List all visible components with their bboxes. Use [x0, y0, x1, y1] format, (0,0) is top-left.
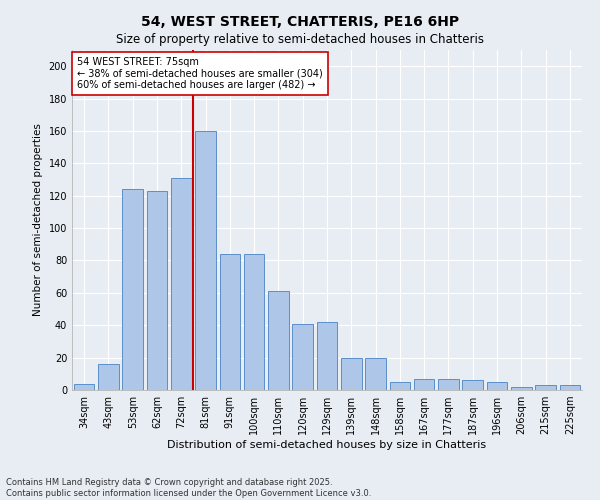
- Bar: [487, 382, 508, 390]
- Text: 54 WEST STREET: 75sqm
← 38% of semi-detached houses are smaller (304)
60% of sem: 54 WEST STREET: 75sqm ← 38% of semi-deta…: [77, 57, 323, 90]
- X-axis label: Distribution of semi-detached houses by size in Chatteris: Distribution of semi-detached houses by …: [167, 440, 487, 450]
- Bar: [535, 385, 556, 390]
- Text: Size of property relative to semi-detached houses in Chatteris: Size of property relative to semi-detach…: [116, 32, 484, 46]
- Bar: [195, 131, 216, 390]
- Bar: [122, 189, 143, 390]
- Bar: [365, 358, 386, 390]
- Bar: [268, 291, 289, 390]
- Bar: [414, 378, 434, 390]
- Bar: [220, 254, 240, 390]
- Bar: [317, 322, 337, 390]
- Y-axis label: Number of semi-detached properties: Number of semi-detached properties: [33, 124, 43, 316]
- Bar: [511, 387, 532, 390]
- Bar: [463, 380, 483, 390]
- Bar: [146, 191, 167, 390]
- Bar: [292, 324, 313, 390]
- Bar: [98, 364, 119, 390]
- Text: 54, WEST STREET, CHATTERIS, PE16 6HP: 54, WEST STREET, CHATTERIS, PE16 6HP: [141, 15, 459, 29]
- Bar: [171, 178, 191, 390]
- Text: Contains HM Land Registry data © Crown copyright and database right 2025.
Contai: Contains HM Land Registry data © Crown c…: [6, 478, 371, 498]
- Bar: [560, 385, 580, 390]
- Bar: [74, 384, 94, 390]
- Bar: [244, 254, 265, 390]
- Bar: [341, 358, 362, 390]
- Bar: [389, 382, 410, 390]
- Bar: [438, 378, 459, 390]
